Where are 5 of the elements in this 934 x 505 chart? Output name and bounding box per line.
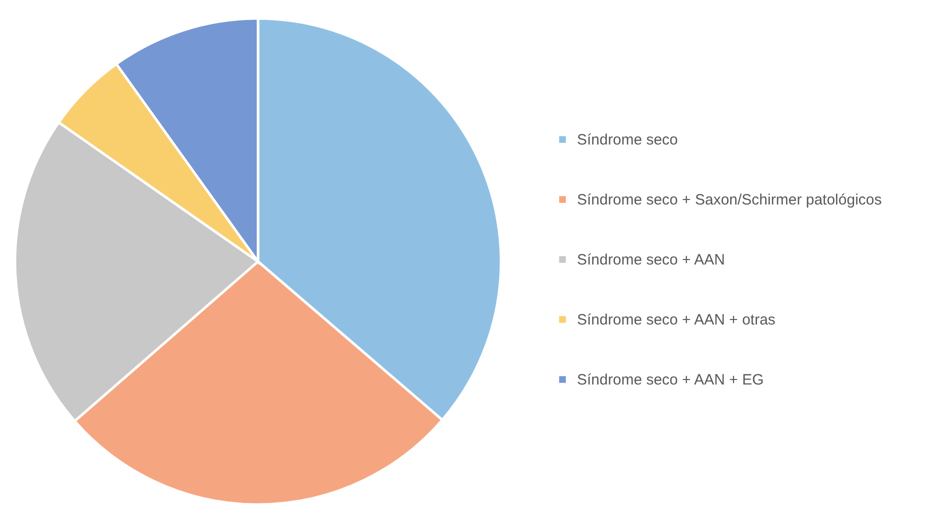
legend-label: Síndrome seco + AAN (577, 252, 725, 268)
legend-label: Síndrome seco (577, 132, 678, 148)
legend-label: Síndrome seco + AAN + EG (577, 372, 764, 388)
legend-label: Síndrome seco + Saxon/Schirmer patológicos (577, 192, 882, 208)
legend-label: Síndrome seco + AAN + otras (577, 312, 776, 328)
